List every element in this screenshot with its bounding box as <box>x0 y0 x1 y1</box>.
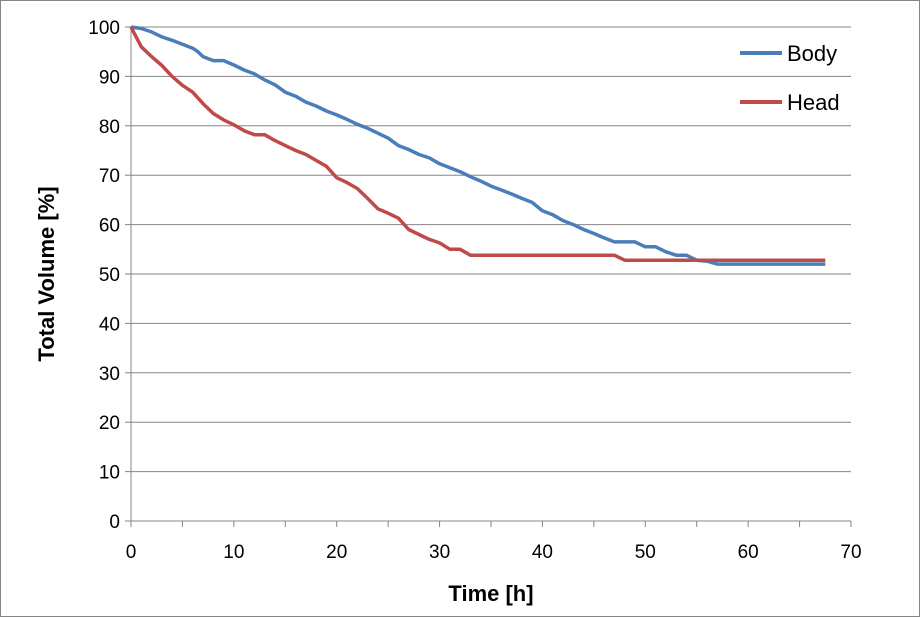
y-tick-label: 20 <box>99 413 120 434</box>
y-tick-label: 0 <box>109 512 120 533</box>
x-tick-label: 20 <box>326 542 347 563</box>
y-tick-label: 70 <box>99 166 120 187</box>
legend-label-body: Body <box>787 41 837 66</box>
y-tick-label: 90 <box>99 67 120 88</box>
legend: Body Head <box>740 41 840 115</box>
series-line-body <box>130 25 826 266</box>
y-tick-label: 80 <box>99 117 120 138</box>
legend-label-head: Head <box>787 90 840 115</box>
data-series <box>129 25 826 266</box>
y-tick-label: 60 <box>99 216 120 237</box>
x-tick-label: 30 <box>429 542 450 563</box>
y-tick-label: 30 <box>99 364 120 385</box>
series-line-head <box>129 26 826 262</box>
gridlines <box>131 26 851 473</box>
y-tick-label: 10 <box>99 463 120 484</box>
x-tick-label: 0 <box>126 542 137 563</box>
y-axis-title: Total Volume [%] <box>34 186 59 361</box>
x-tick-label: 10 <box>223 542 244 563</box>
axes <box>125 26 852 527</box>
y-tick-label: 100 <box>88 18 120 39</box>
tick-labels: 0 10 20 30 40 50 60 70 80 90 100 0 10 20 30 40 50 60 70 <box>88 18 861 563</box>
x-tick-label: 60 <box>738 542 759 563</box>
x-tick-label: 50 <box>635 542 656 563</box>
x-axis-title: Time [h] <box>448 581 533 606</box>
x-tick-label: 40 <box>532 542 553 563</box>
x-tick-label: 70 <box>840 542 861 563</box>
y-tick-label: 40 <box>99 314 120 335</box>
y-tick-label: 50 <box>99 265 120 286</box>
